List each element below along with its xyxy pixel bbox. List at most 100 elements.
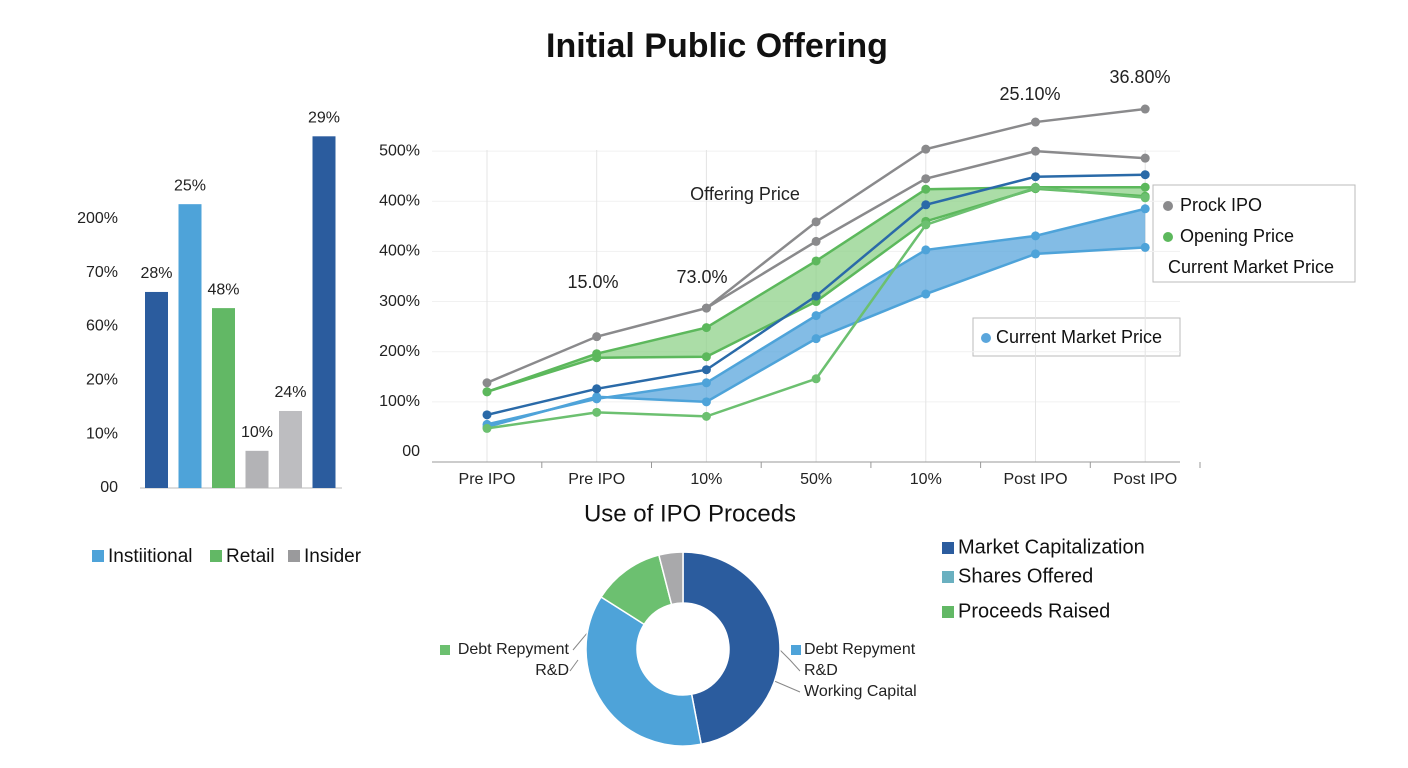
legend-swatch: [288, 550, 300, 562]
annotation: 36.80%: [1109, 67, 1170, 87]
point: [1031, 117, 1040, 127]
legend-swatch: [942, 542, 954, 554]
legend-label: Proceeds Raised: [958, 600, 1110, 622]
y-tick-label: 400%: [379, 243, 420, 260]
legend-swatch: [942, 571, 954, 583]
point: [1140, 170, 1150, 180]
bar-annotation: 29%: [308, 110, 340, 127]
point: [811, 374, 821, 384]
pie-title: Use of IPO Proceds: [584, 500, 796, 527]
point: [921, 174, 931, 184]
legend-swatch: [942, 606, 954, 618]
y-tick-label: 00: [402, 443, 420, 460]
point: [592, 407, 602, 417]
bar: [178, 204, 202, 488]
legend-label: Instiitional: [108, 546, 193, 567]
pie-slice: [657, 551, 684, 606]
point: [1140, 153, 1150, 163]
y-tick-label: 100%: [379, 393, 420, 410]
x-tick-label: Post IPO: [1003, 471, 1067, 488]
y-tick-label: 00: [100, 479, 118, 496]
leader-line: [771, 679, 801, 693]
bar: [212, 308, 235, 488]
y-tick-label: 400%: [379, 192, 420, 209]
point: [921, 184, 931, 194]
point: [1031, 183, 1040, 193]
callout-label: Debt Repyment: [804, 641, 916, 658]
leader-line: [569, 659, 579, 672]
point: [1031, 172, 1040, 182]
y-tick-label: 10%: [86, 425, 118, 442]
point: [921, 220, 931, 230]
y-tick-label: 200%: [379, 343, 420, 360]
legend-label: Retail: [226, 546, 275, 567]
point: [592, 392, 602, 402]
x-tick-label: Pre IPO: [459, 471, 516, 488]
point: [701, 397, 711, 407]
legend-label: Current Market Price: [1168, 257, 1334, 277]
point: [482, 423, 492, 433]
point: [921, 289, 931, 299]
point: [482, 378, 492, 388]
annotation: 15.0%: [567, 272, 618, 292]
y-tick-label: 300%: [379, 293, 420, 310]
legend-swatch: [210, 550, 222, 562]
annotation: 73.0%: [676, 267, 727, 287]
bar-annotation: 48%: [207, 281, 239, 298]
point: [592, 353, 602, 363]
legend-swatch: [92, 550, 104, 562]
y-tick-label: 20%: [86, 372, 118, 389]
point: [1031, 146, 1040, 156]
point: [482, 410, 492, 420]
bar: [279, 410, 302, 488]
point: [701, 323, 711, 333]
point: [1140, 204, 1150, 214]
callout-label: R&D: [804, 662, 838, 679]
bar: [312, 136, 336, 488]
point: [482, 387, 492, 397]
x-tick-label: 10%: [690, 471, 722, 488]
y-tick-label: 200%: [77, 210, 118, 227]
callout-label: Debt Repyment: [458, 641, 570, 658]
point: [701, 303, 711, 313]
x-tick-label: 50%: [800, 471, 832, 488]
callout-swatch: [791, 645, 801, 655]
callout-label: Working Capital: [804, 683, 917, 700]
legend-label: Insider: [304, 546, 362, 567]
annotation: 25.10%: [999, 84, 1060, 104]
point: [921, 245, 931, 255]
y-tick-label: 60%: [86, 318, 118, 335]
point: [592, 384, 602, 394]
legend-frame: [1152, 184, 1356, 283]
x-tick-label: 10%: [910, 471, 942, 488]
point: [701, 352, 711, 362]
point: [811, 236, 821, 246]
point: [811, 217, 821, 227]
bar-annotation: 10%: [241, 424, 273, 441]
bar-annotation: 24%: [274, 384, 306, 401]
point: [811, 334, 821, 344]
x-tick-label: Post IPO: [1113, 471, 1177, 488]
bar-annotation: 28%: [140, 265, 172, 282]
x-tick-label: Pre IPO: [568, 471, 625, 488]
leader-line: [777, 647, 801, 672]
legend-label: Shares Offered: [958, 565, 1093, 587]
point: [1031, 231, 1040, 241]
point: [1031, 249, 1040, 259]
point: [701, 378, 711, 388]
point: [811, 291, 821, 301]
point: [701, 411, 711, 421]
bar: [245, 450, 269, 488]
legend-label: Market Capitalization: [958, 536, 1145, 558]
point: [921, 144, 931, 154]
annotation: Offering Price: [690, 184, 800, 204]
legend-marker: [981, 333, 991, 343]
y-tick-label: 500%: [379, 142, 420, 159]
legend-label: Opening Price: [1180, 226, 1294, 246]
point: [921, 200, 931, 210]
point: [701, 365, 711, 375]
legend-marker: [1163, 232, 1173, 242]
legend-marker: [1163, 201, 1173, 211]
